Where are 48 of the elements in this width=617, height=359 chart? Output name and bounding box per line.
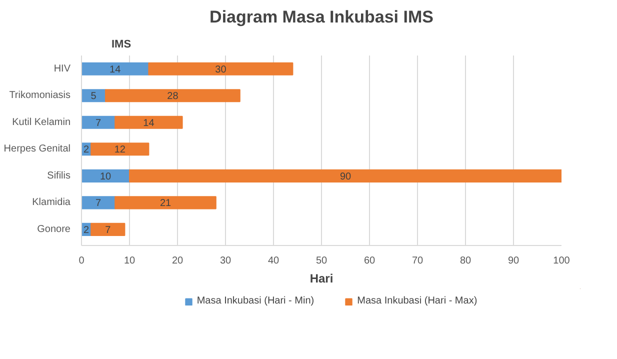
x-tick-label: 60 — [364, 256, 376, 266]
bar — [114, 116, 183, 129]
data-label: 28 — [167, 91, 179, 102]
data-label: 14 — [110, 64, 122, 76]
bar — [82, 62, 150, 76]
y-tick-label: Trikomoniasis — [9, 90, 71, 102]
y-tick-label: Sifilis — [47, 170, 71, 182]
y-tick-label: Herpes Genital — [4, 144, 71, 155]
x-tick-label: 100 — [553, 256, 570, 266]
data-label: 14 — [143, 118, 155, 129]
data-label: 12 — [114, 144, 126, 156]
x-tick-label: 20 — [172, 256, 184, 266]
legend-label: Masa Inkubasi (Hari - Max) — [357, 296, 478, 306]
x-tick-label: 30 — [220, 256, 232, 266]
legend-label: Masa Inkubasi (Hari - Min) — [196, 296, 314, 306]
bar — [82, 116, 116, 129]
y-axis-title: IMS — [112, 38, 132, 50]
data-label: 90 — [340, 171, 352, 182]
data-label: 5 — [90, 91, 97, 102]
x-tick-label: 10 — [124, 256, 136, 266]
data-label: 7 — [96, 118, 102, 129]
bar — [82, 196, 116, 210]
bar — [90, 222, 126, 236]
data-label: 7 — [96, 198, 102, 210]
x-tick-label: 70 — [412, 256, 424, 266]
y-tick-label: Gonore — [37, 224, 71, 235]
bar — [114, 196, 216, 210]
y-tick-label: Klamidia — [32, 197, 71, 208]
y-tick-label: Kutil Kelamin — [12, 116, 70, 128]
data-label: 30 — [215, 64, 227, 76]
bar — [105, 89, 240, 102]
y-tick-label: HIV — [54, 63, 71, 74]
bar — [90, 142, 150, 156]
x-axis-title: Hari — [310, 272, 334, 286]
bar — [82, 169, 130, 182]
data-label: 10 — [100, 171, 112, 182]
x-tick-label: 80 — [460, 256, 472, 266]
bar — [129, 169, 562, 182]
x-tick-label: 50 — [316, 256, 328, 266]
data-label: 2 — [84, 144, 90, 156]
data-label: 2 — [84, 224, 90, 236]
x-tick-label: 40 — [268, 256, 280, 266]
chart-title: Diagram Masa Inkubasi IMS — [210, 8, 434, 26]
data-label: 21 — [160, 198, 172, 210]
bar — [148, 62, 294, 76]
x-tick-label: 90 — [508, 256, 520, 266]
data-label: 7 — [105, 224, 112, 236]
x-tick-label: 0 — [78, 256, 85, 266]
